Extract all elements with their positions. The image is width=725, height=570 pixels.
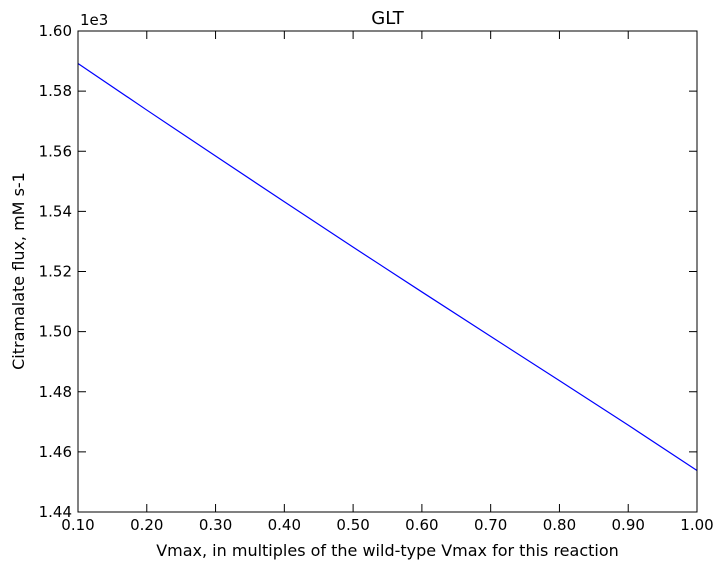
x-tick-label: 1.00 bbox=[680, 516, 713, 534]
x-tick-label: 0.40 bbox=[268, 516, 301, 534]
y-tick-label: 1.46 bbox=[39, 443, 72, 461]
x-tick-label: 0.90 bbox=[612, 516, 645, 534]
y-tick-label: 1.50 bbox=[39, 323, 72, 341]
x-tick-label: 0.80 bbox=[543, 516, 576, 534]
series-line-0 bbox=[77, 62, 698, 472]
x-axis-title: Vmax, in multiples of the wild-type Vmax… bbox=[156, 541, 619, 560]
y-tick-label: 1.54 bbox=[39, 202, 72, 220]
x-tick-label: 0.30 bbox=[199, 516, 232, 534]
y-axis-title: Citramalate flux, mM s-1 bbox=[9, 172, 28, 370]
x-tick-label: 0.70 bbox=[474, 516, 507, 534]
x-tick-label: 0.10 bbox=[61, 516, 94, 534]
plot-area bbox=[78, 31, 697, 512]
y-tick-label: 1.44 bbox=[39, 503, 72, 521]
x-tick-label: 0.50 bbox=[336, 516, 369, 534]
y-tick-label: 1.56 bbox=[39, 142, 72, 160]
y-tick-label: 1.52 bbox=[39, 263, 72, 281]
y-tick-label: 1.60 bbox=[39, 22, 72, 40]
x-tick-label: 0.20 bbox=[130, 516, 163, 534]
x-tick-label: 0.60 bbox=[405, 516, 438, 534]
y-tick-label: 1.58 bbox=[39, 82, 72, 100]
y-axis-scale-label: 1e3 bbox=[80, 11, 108, 29]
y-tick-label: 1.48 bbox=[39, 383, 72, 401]
chart-title: GLT bbox=[371, 8, 404, 29]
plot-frame bbox=[77, 30, 698, 513]
